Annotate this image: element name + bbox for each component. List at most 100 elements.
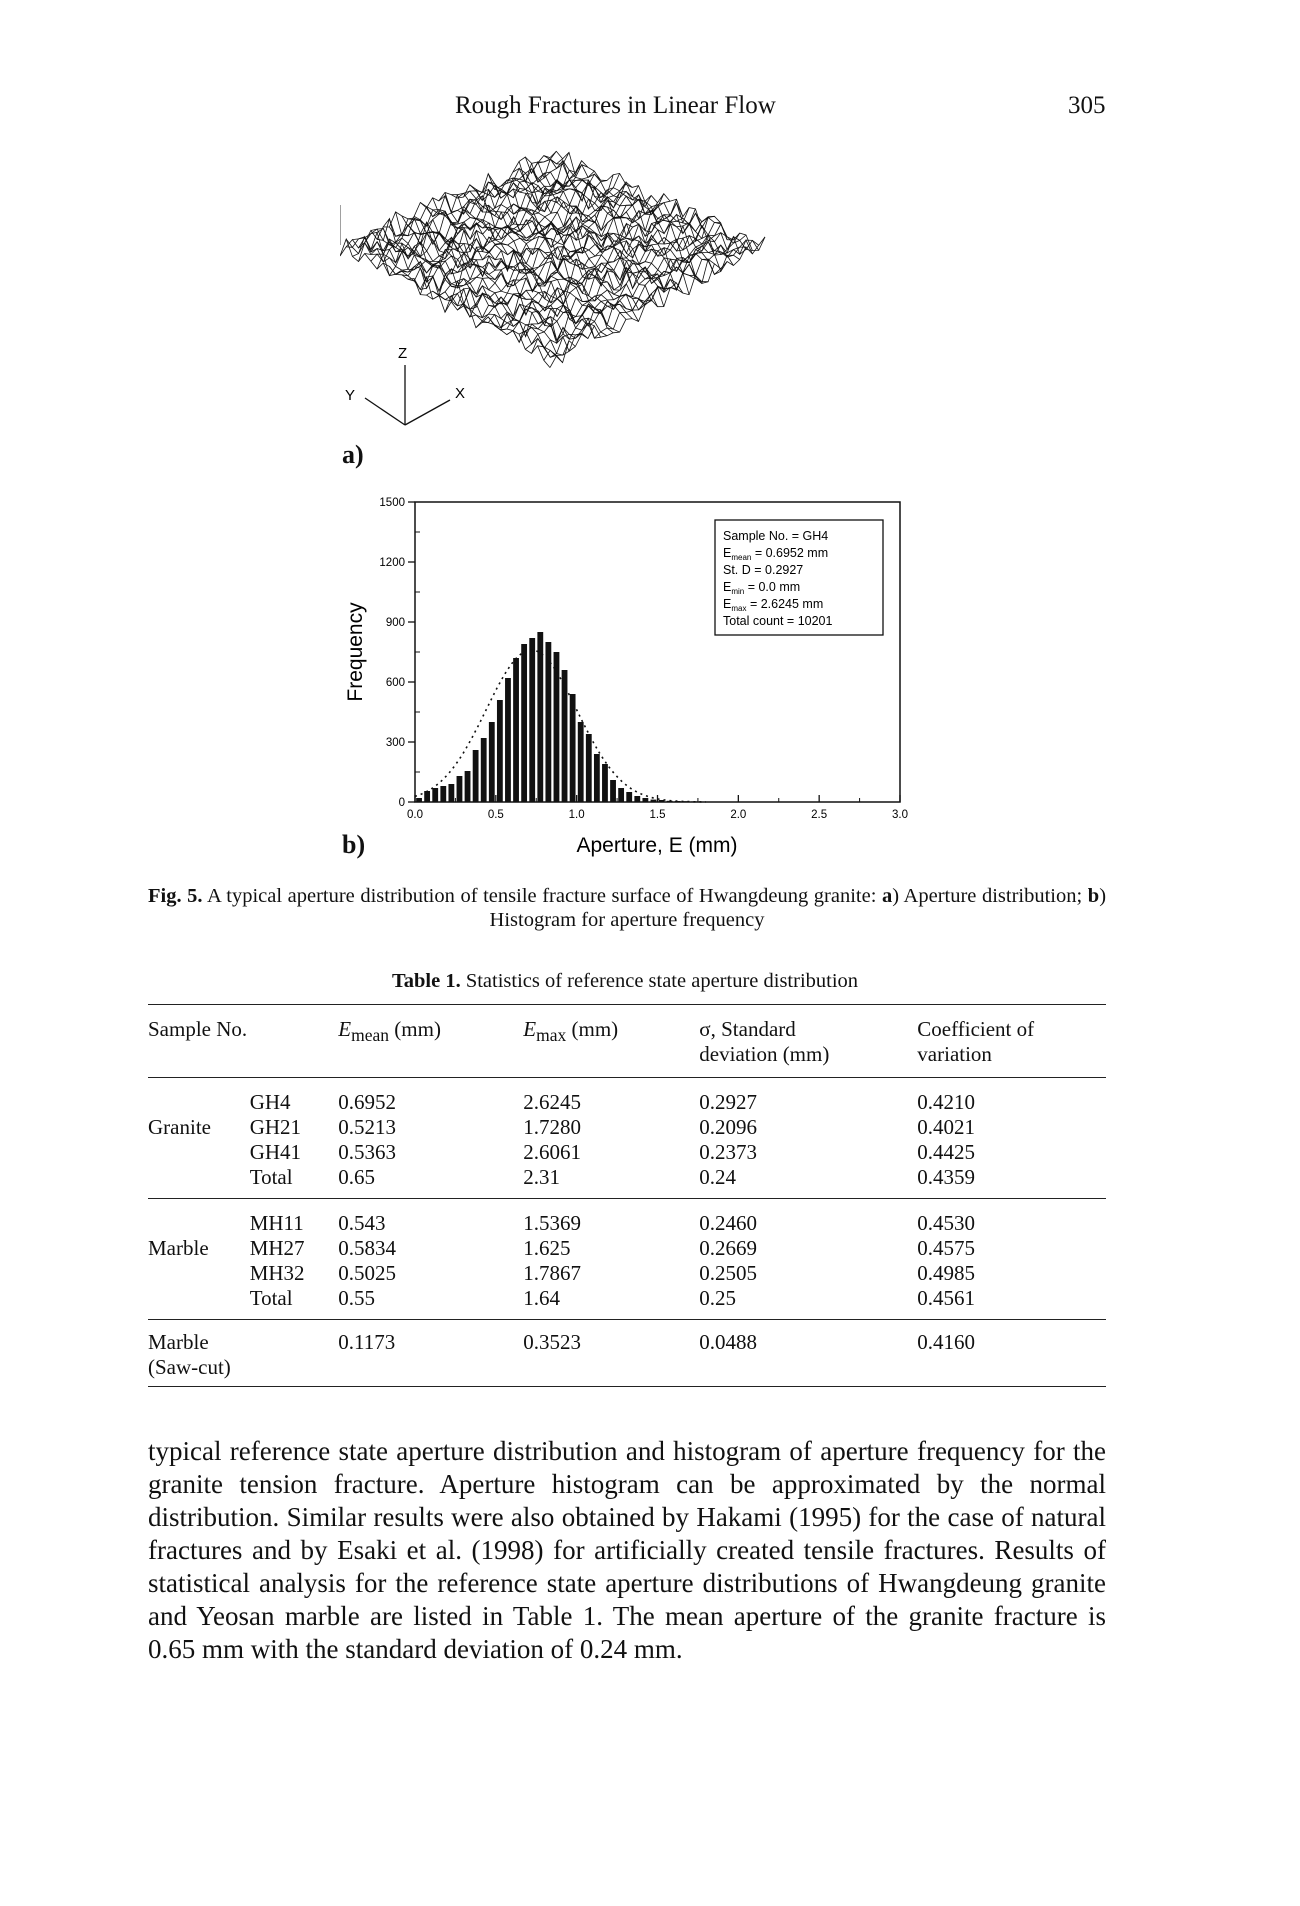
table-row: Marble MH27 0.5834 1.625 0.2669 0.4575 [148, 1236, 1106, 1261]
legend-line: St. D = 0.2927 [723, 563, 803, 577]
x-tick-label: 2.5 [811, 809, 827, 821]
mesh-line [345, 151, 557, 248]
figure-caption-text: A typical aperture distribution of tensi… [207, 885, 877, 907]
group-label [148, 1199, 250, 1237]
y-axis-label: Y [345, 387, 355, 404]
histogram-bar [496, 700, 503, 802]
mesh-line [457, 192, 671, 290]
x-axis-title: Aperture, E (mm) [576, 834, 737, 857]
y-axis-line [364, 397, 406, 426]
histogram-bar [472, 750, 479, 802]
group-label [148, 1286, 250, 1320]
table-header-row: Sample No. Emean (mm) Emax (mm) σ, Stand… [148, 1004, 1106, 1078]
mesh-line [494, 216, 709, 331]
table-cell: 0.2927 [699, 1090, 758, 1114]
histogram-bar [577, 722, 584, 802]
table-cell: Total [249, 1165, 293, 1189]
histogram-bar [618, 788, 625, 802]
table-cell: 0.2373 [699, 1140, 758, 1164]
group-label: Marble [148, 1236, 209, 1260]
mesh-line [475, 189, 690, 295]
aperture-surface-plot: Z Y X [340, 150, 766, 426]
histogram-bar [480, 738, 487, 802]
histogram-bar [658, 800, 665, 802]
mesh-line [469, 202, 684, 319]
y-tick-label: 1200 [379, 557, 405, 569]
mesh-line [506, 221, 721, 338]
histogram-bar [585, 734, 592, 802]
body-paragraph: typical reference state aperture distrib… [148, 1436, 1106, 1664]
mesh-line [457, 200, 671, 311]
mesh-line [525, 156, 740, 260]
statistics-table: Sample No. Emean (mm) Emax (mm) σ, Stand… [148, 1004, 1106, 1387]
table-cell: 0.3523 [523, 1330, 582, 1354]
x-tick-label: 3.0 [892, 809, 908, 821]
table-cell: 0.2669 [699, 1236, 758, 1260]
x-tick-label: 0.5 [488, 809, 504, 821]
table-row: Total 0.65 2.31 0.24 0.4359 [148, 1165, 1106, 1199]
table-cell: 0.4210 [917, 1090, 976, 1114]
mesh-line [475, 207, 690, 328]
table-cell: 0.24 [699, 1165, 737, 1189]
mesh-line [482, 208, 696, 324]
figure-caption: Fig. 5. A typical aperture distribution … [148, 884, 1106, 932]
table-cell: 0.4561 [917, 1286, 976, 1310]
table-row: Marble (Saw-cut) 0.1173 0.3523 0.0488 0.4… [148, 1320, 1106, 1387]
mesh-line [487, 173, 702, 282]
legend-line: Emin = 0.0 mm [723, 580, 800, 596]
histogram-bar [642, 798, 649, 802]
table-cell: MH11 [249, 1211, 304, 1235]
histogram-bar [456, 776, 463, 802]
histogram-bar [440, 786, 447, 802]
running-title: Rough Fractures in Linear Flow [455, 92, 776, 119]
table-cell: 0.2505 [699, 1261, 758, 1285]
histogram-bar [593, 754, 600, 802]
histogram-bars [416, 632, 705, 802]
legend-box [714, 519, 884, 636]
marble-group: MH11 0.543 1.5369 0.2460 0.4530 Marble MH27 0.5… [148, 1199, 1106, 1320]
sawcut-group: Marble (Saw-cut) 0.1173 0.3523 0.0488 0.4… [148, 1320, 1106, 1387]
caption-a-text: ) Aperture distribution; [892, 885, 1083, 907]
axis-triad [364, 365, 451, 426]
table-row: GH4 0.6952 2.6245 0.2927 0.4210 [148, 1078, 1106, 1116]
mesh-line [352, 158, 563, 257]
mesh-line [481, 181, 696, 276]
histogram-bar [432, 788, 439, 802]
table-cell: 0.2096 [699, 1115, 758, 1139]
y-tick-label: 300 [386, 737, 405, 749]
table-cell: 0.4985 [917, 1261, 976, 1285]
histogram-bar [545, 642, 552, 802]
header-emean: Emean (mm) [338, 1017, 441, 1046]
histogram-bar [553, 652, 560, 802]
group-label: Marble (Saw-cut) [148, 1330, 231, 1379]
histogram-bar [521, 644, 528, 802]
histogram-bar [610, 780, 616, 802]
histogram-bar [537, 632, 544, 802]
table-cell: 0.5213 [338, 1115, 397, 1139]
granite-group: GH4 0.6952 2.6245 0.2927 0.4210 Granite GH21 0.… [148, 1078, 1106, 1199]
mesh-line [549, 150, 766, 251]
y-tick-label: 900 [386, 617, 405, 629]
caption-b-text: ) Histogram for aperture frequency [489, 885, 1107, 931]
histogram-bar [513, 658, 519, 802]
table-cell: 0.4160 [917, 1330, 976, 1354]
table-caption-text: Statistics of reference state aperture d… [465, 970, 859, 992]
mesh-line [500, 177, 715, 265]
table-cell: MH32 [249, 1261, 305, 1285]
caption-a-label: a [882, 885, 893, 907]
mesh-line [549, 236, 766, 368]
table-row: MH32 0.5025 1.7867 0.2505 0.4985 [148, 1261, 1106, 1286]
histogram-bar [602, 764, 608, 802]
mesh-line [358, 236, 570, 356]
figure-caption-label: Fig. 5. [148, 885, 203, 907]
table-cell: 0.5834 [338, 1236, 397, 1260]
table-cell: 2.6061 [523, 1140, 582, 1164]
table-cell: 0.4021 [917, 1115, 976, 1139]
mesh-line [537, 248, 753, 358]
table-cell: 1.7280 [523, 1115, 582, 1139]
mesh-line [450, 193, 665, 303]
normal-fit-curve [414, 649, 706, 803]
table-row: MH11 0.543 1.5369 0.2460 0.4530 [148, 1199, 1106, 1237]
panel-a-label: a) [342, 440, 364, 469]
